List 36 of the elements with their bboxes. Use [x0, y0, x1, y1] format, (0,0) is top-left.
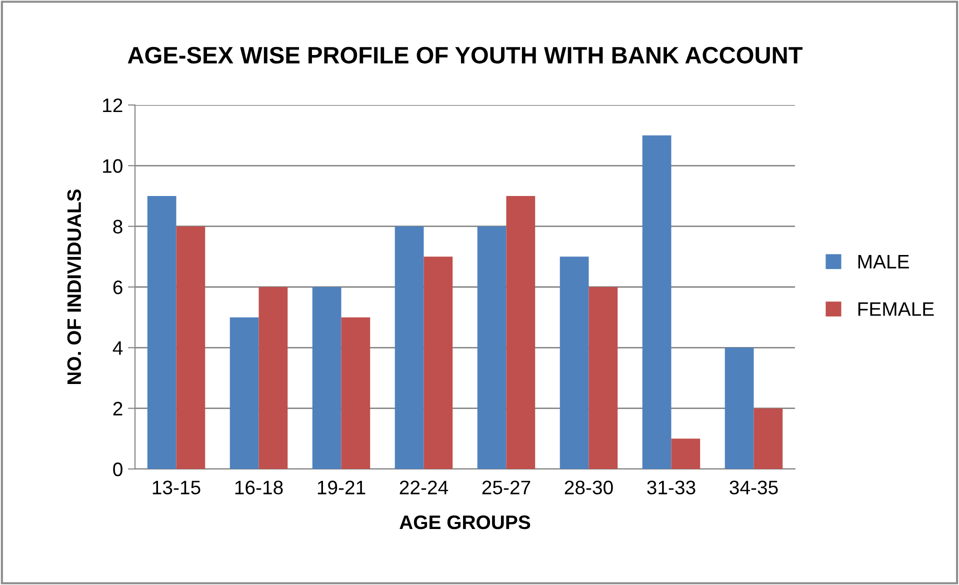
- x-tick-label: 22-24: [400, 480, 448, 494]
- bar: [312, 287, 342, 469]
- bar: [176, 226, 206, 469]
- y-tick-label: 8: [113, 220, 122, 234]
- bar: [754, 408, 783, 469]
- x-tick-label: 25-27: [482, 480, 530, 494]
- bar: [258, 287, 288, 469]
- chart-title: AGE-SEX WISE PROFILE OF YOUTH WITH BANK ACCOUNT: [128, 46, 803, 64]
- y-tick-label: 4: [112, 341, 123, 355]
- y-tick-label: 0: [113, 462, 122, 476]
- bar: [394, 226, 424, 469]
- y-tick-label: 12: [103, 98, 122, 112]
- x-tick-label: 34-35: [730, 480, 778, 494]
- y-tick-label: 6: [113, 280, 122, 294]
- bar: [230, 317, 259, 469]
- y-tick-label: 2: [113, 402, 122, 416]
- y-tick-label: 10: [103, 159, 122, 173]
- x-axis-title: AGE GROUPS: [400, 515, 530, 530]
- x-tick-label: 19-21: [318, 480, 366, 494]
- bar: [588, 287, 618, 469]
- bar: [671, 438, 700, 469]
- bar: [642, 135, 672, 469]
- x-tick-label: 28-30: [564, 480, 613, 494]
- y-axis-title: NO. OF INDIVIDUALS: [67, 189, 82, 384]
- bar: [506, 196, 536, 469]
- legend-label: MALE: [858, 255, 909, 268]
- legend-label: FEMALE: [858, 302, 934, 316]
- bar: [560, 256, 589, 469]
- x-tick-label: 31-33: [647, 480, 696, 494]
- bar: [147, 196, 176, 469]
- x-tick-label: 13-15: [152, 480, 200, 494]
- bar: [477, 226, 506, 469]
- bar: [424, 256, 453, 469]
- bar: [724, 348, 754, 469]
- bar: [341, 317, 370, 469]
- x-tick-label: 16-18: [235, 480, 283, 494]
